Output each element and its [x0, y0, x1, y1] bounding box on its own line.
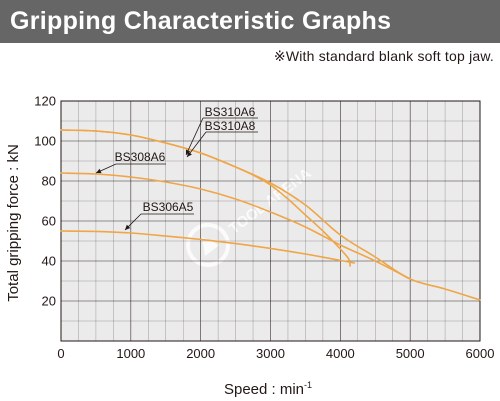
x-tick-label: 6000 [466, 346, 495, 361]
label-arrow-bs306a5 [125, 224, 131, 230]
y-tick-label: 120 [34, 94, 56, 109]
label-arrow-bs310a8 [187, 151, 192, 157]
x-axis-title: Speed : min-1 [224, 380, 312, 398]
x-tick-label: 0 [57, 346, 64, 361]
y-axis-title: Total gripping force : kN [5, 144, 22, 302]
series-label-bs308a6: BS308A6 [115, 150, 166, 164]
label-leader-bs310a8 [186, 131, 207, 158]
x-tick-label: 5000 [396, 346, 425, 361]
plot-frame [60, 100, 481, 342]
series-label-bs310a8: BS310A8 [205, 119, 256, 133]
page-title: Gripping Characteristic Graphs [10, 7, 392, 35]
y-tick-label: 60 [42, 214, 56, 229]
chart-container: TOOL ARENA BS310A6 BS310A8 BS308A6 BS306A5 … [0, 80, 500, 401]
gripping-force-chart: TOOL ARENA BS310A6BS310A8BS308A6BS306A5 … [5, 94, 495, 399]
x-tick-label: 3000 [256, 346, 285, 361]
series-line-bs308a6 [60, 172, 411, 280]
chart-note: ※With standard blank soft top jaw. [273, 48, 494, 64]
y-tick-label: 100 [34, 134, 56, 149]
x-tick-label: 4000 [326, 346, 355, 361]
series-label-bs310a6: BS310A6 [205, 105, 256, 119]
label-leader-bs310a6 [185, 117, 204, 156]
y-tick-label: 20 [42, 294, 56, 309]
title-bar: Gripping Characteristic Graphs [0, 0, 500, 43]
series-label-bs306a5: BS306A5 [143, 200, 194, 214]
y-tick-label: 40 [42, 254, 56, 269]
x-tick-label: 2000 [186, 346, 215, 361]
series-line-bs306a5 [60, 230, 356, 264]
x-tick-label: 1000 [116, 346, 145, 361]
label-arrow-bs308a6 [96, 168, 102, 174]
series-line-bs310a8 [60, 129, 351, 267]
x-axis-title-superscript: -1 [304, 380, 312, 390]
y-tick-label: 80 [42, 174, 56, 189]
